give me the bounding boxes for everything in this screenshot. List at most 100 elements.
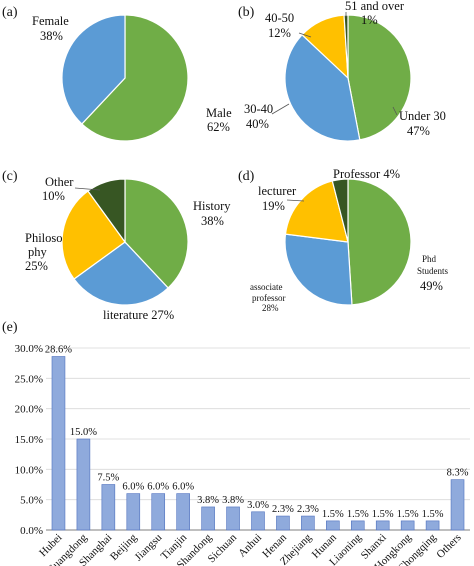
panel-label: (b) (238, 5, 255, 20)
slice-percent-label: 1% (361, 13, 378, 27)
slice-percent-label: 40% (246, 117, 269, 131)
pie-slice-philoso-phy (61, 190, 126, 280)
bar-value-label: 6.0% (172, 482, 194, 493)
bar-others (450, 479, 465, 531)
bar-value-label: 6.0% (122, 482, 144, 493)
pie-slice-history (124, 178, 189, 289)
x-tick-label: Jiangsu (133, 531, 165, 563)
bar-value-label: 3.0% (247, 500, 269, 511)
y-tick-label: 15.0% (15, 434, 43, 446)
bar-shandong (201, 506, 215, 531)
slice-percent-label: 19% (262, 199, 285, 213)
slice-percent-label: 25% (25, 259, 48, 273)
y-tick-label: 5.0% (20, 495, 43, 507)
bar-value-label: 8.3% (447, 468, 469, 479)
slice-name-label: Phd (422, 254, 437, 264)
x-tick-label: Others (434, 532, 463, 561)
panel-label: (e) (2, 320, 18, 335)
bar-hubei (51, 356, 66, 531)
panel-label: (a) (2, 5, 18, 20)
slice-name-label: Female (32, 14, 69, 28)
bar-sichuan (226, 506, 240, 531)
slice-name-label: associate (250, 282, 282, 292)
pie-slice-under-30 (347, 14, 412, 141)
y-tick-label: 0.0% (20, 525, 43, 537)
leader-line (74, 187, 101, 191)
slice-percent-label: 38% (201, 214, 224, 228)
slice-name-label: 51 and over (345, 0, 405, 13)
bar-value-label: 1.5% (372, 509, 394, 520)
slice-name-label: 30-40 (244, 102, 273, 116)
bar-value-label: 2.3% (272, 504, 294, 515)
slice-name-label: professor (252, 293, 286, 303)
slice-name-label: Philoso (25, 231, 63, 245)
pie-slice-female (61, 14, 126, 125)
bar-value-label: 1.5% (322, 509, 344, 520)
slice-percent-label: 47% (407, 124, 430, 138)
bar-hunan (326, 520, 340, 531)
pie-slice-literature (73, 241, 169, 306)
bar-value-label: 1.5% (422, 509, 444, 520)
bar-value-label: 1.5% (397, 509, 419, 520)
y-tick-label: 25.0% (15, 373, 43, 385)
leader-line (271, 103, 290, 115)
bar-chongqing (425, 520, 440, 531)
slice-name-label: Students (417, 266, 449, 276)
bar-value-label: 15.0% (70, 427, 97, 438)
slice-percent-label: 28% (262, 303, 279, 313)
leader-line (298, 32, 312, 38)
pie-slice-other (87, 178, 126, 244)
slice-name-label: Male (206, 106, 232, 120)
pie-slice-associate-professor (284, 233, 353, 306)
slice-percent-label: 62% (207, 120, 230, 134)
pie-slice-30-40 (284, 34, 361, 142)
panel-label: (d) (238, 169, 255, 184)
slice-name-label: Under 30 (399, 109, 446, 123)
slice-name-label: Professor 4% (333, 167, 400, 181)
leader-line (392, 106, 398, 116)
bar-zhejiang (301, 515, 315, 531)
slice-name-label: phy (28, 245, 48, 259)
bar-jiangsu (151, 493, 166, 531)
y-tick-label: 20.0% (15, 404, 43, 416)
bar-henan (276, 515, 290, 531)
bar-anhui (251, 511, 265, 531)
bar-shanxi (375, 520, 390, 531)
bar-guangdong (76, 438, 91, 531)
bar-value-label: 3.8% (222, 495, 244, 506)
bar-value-label: 6.0% (147, 482, 169, 493)
slice-name-label: 40-50 (265, 11, 294, 25)
pie-slice-lecturer (284, 180, 349, 243)
x-tick-label: Anhui (236, 532, 264, 560)
bar-liaoning (350, 520, 365, 531)
slice-percent-label: 12% (268, 26, 291, 40)
bar-value-label: 28.6% (45, 344, 72, 355)
bar-value-label: 7.5% (97, 473, 119, 484)
x-tick-label: Sichuan (206, 531, 240, 565)
slice-name-label: literature 27% (103, 308, 174, 322)
bar-value-label: 2.3% (297, 504, 319, 515)
bar-tianjin (176, 493, 190, 531)
bar-beijing (126, 493, 141, 531)
bar-panel-region: (e) 0.0% 5.0% 10.0% 15.0% 20.0% 25.0% 30.0% 28.6… (2, 320, 470, 566)
bar-shanghai (101, 484, 116, 531)
pie-slice-professor (331, 178, 349, 243)
slice-name-label: Other (45, 175, 74, 189)
y-tick-label: 10.0% (15, 464, 43, 476)
y-tick-label: 30.0% (15, 343, 43, 355)
bar-value-label: 1.5% (347, 509, 369, 520)
pie-slice-male (81, 14, 189, 142)
leader-line (286, 199, 305, 202)
bar-hongkong (400, 520, 415, 531)
panel-label: (c) (2, 169, 18, 184)
slice-name-label: lecturer (258, 184, 297, 198)
slice-percent-label: 10% (42, 189, 65, 203)
pie-slice-phd-students (347, 178, 412, 306)
slice-percent-label: 49% (420, 279, 443, 293)
bar-value-label: 3.8% (197, 495, 219, 506)
slice-percent-label: 38% (40, 29, 63, 43)
